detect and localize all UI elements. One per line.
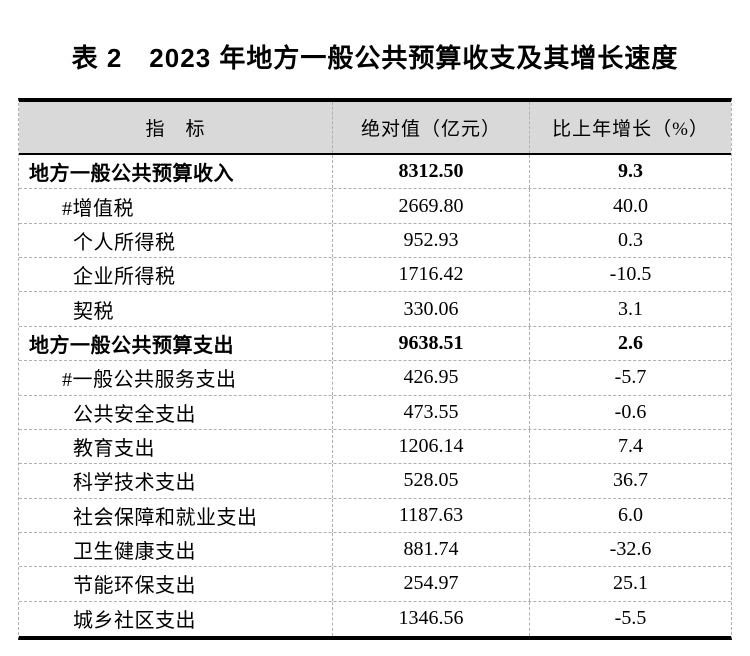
value-cell: 952.93 [333, 223, 530, 258]
value-cell: 1716.42 [333, 258, 530, 292]
growth-cell: 7.4 [618, 435, 643, 458]
growth-cell: -5.7 [614, 366, 647, 389]
growth-cell: 2.6 [618, 331, 643, 354]
value-cell: 1346.56 [333, 601, 530, 637]
growth-cell: -10.5 [609, 263, 652, 286]
indicator-cell: 地方一般公共预算支出 [19, 326, 333, 361]
table-row: 地方一般公共预算支出 9638.51 2.6 [19, 326, 731, 362]
growth-cell: 3.1 [618, 297, 643, 320]
table-row: 个人所得税 952.93 0.3 [19, 223, 731, 259]
indicator-cell: #增值税 [19, 189, 333, 223]
indicator-cell: 科学技术支出 [19, 464, 333, 498]
table-row: 教育支出 1206.14 7.4 [19, 429, 731, 465]
column-header-indicator: 指 标 [19, 102, 333, 153]
table-row: 公共安全支出 473.55 -0.6 [19, 395, 731, 430]
table-header-row: 指 标 绝对值（亿元） 比上年增长（%） [19, 102, 731, 155]
table-row: 城乡社区支出 1346.56 -5.5 [19, 601, 731, 637]
table-body: 地方一般公共预算收入 8312.50 9.3 #增值税 2669.80 40.0… [19, 155, 731, 637]
value-cell: 1187.63 [333, 498, 530, 532]
table-row: 企业所得税 1716.42 -10.5 [19, 258, 731, 293]
value-cell: 254.97 [333, 567, 530, 601]
value-cell: 528.05 [333, 464, 530, 498]
table-row: 节能环保支出 254.97 25.1 [19, 567, 731, 602]
value-cell: 330.06 [333, 292, 530, 326]
indicator-cell: 教育支出 [19, 429, 333, 464]
growth-cell: -5.5 [614, 607, 647, 630]
indicator-cell: 卫生健康支出 [19, 532, 333, 567]
table-row: 社会保障和就业支出 1187.63 6.0 [19, 498, 731, 533]
column-header-absolute-value: 绝对值（亿元） [333, 102, 530, 153]
table-row: #一般公共服务支出 426.95 -5.7 [19, 361, 731, 396]
value-cell: 426.95 [333, 361, 530, 395]
indicator-cell: 地方一般公共预算收入 [19, 155, 333, 189]
value-cell: 9638.51 [333, 326, 530, 361]
growth-cell: 0.3 [618, 228, 643, 251]
growth-cell: -0.6 [614, 400, 647, 423]
indicator-cell: 契税 [19, 292, 333, 326]
table-row: 地方一般公共预算收入 8312.50 9.3 [19, 155, 731, 190]
table-row: #增值税 2669.80 40.0 [19, 189, 731, 224]
value-cell: 473.55 [333, 395, 530, 429]
column-header-growth-rate: 比上年增长（%） [552, 119, 709, 140]
table-row: 契税 330.06 3.1 [19, 292, 731, 327]
growth-cell: 9.3 [618, 160, 643, 183]
growth-cell: 25.1 [613, 572, 648, 595]
table-row: 卫生健康支出 881.74 -32.6 [19, 532, 731, 568]
growth-cell: 40.0 [613, 194, 648, 217]
value-cell: 2669.80 [333, 189, 530, 223]
indicator-cell: 个人所得税 [19, 223, 333, 258]
table-title: 表 2 2023 年地方一般公共预算收支及其增长速度 [71, 43, 679, 73]
indicator-cell: 公共安全支出 [19, 395, 333, 429]
table-row: 科学技术支出 528.05 36.7 [19, 464, 731, 499]
growth-cell: 6.0 [618, 503, 643, 526]
budget-table: 指 标 绝对值（亿元） 比上年增长（%） 地方一般公共预算收入 8312.50 … [18, 98, 732, 641]
growth-cell: 36.7 [613, 469, 648, 492]
value-cell: 8312.50 [333, 155, 530, 189]
growth-cell: -32.6 [609, 538, 652, 561]
indicator-cell: 城乡社区支出 [19, 601, 333, 637]
indicator-cell: 节能环保支出 [19, 567, 333, 601]
value-cell: 881.74 [333, 532, 530, 567]
indicator-cell: 企业所得税 [19, 258, 333, 292]
indicator-cell: #一般公共服务支出 [19, 361, 333, 395]
value-cell: 1206.14 [333, 429, 530, 464]
indicator-cell: 社会保障和就业支出 [19, 498, 333, 532]
